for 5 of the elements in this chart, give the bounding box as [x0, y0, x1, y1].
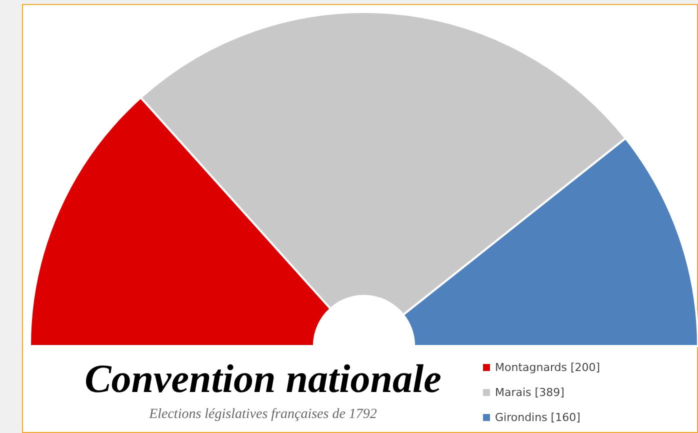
legend-label: Marais [389]	[494, 385, 566, 401]
text: Convention nationale	[84, 355, 442, 402]
text: Elections législatives françaises de 1792	[148, 407, 378, 423]
legend-label: Montagnards [200]	[494, 360, 600, 376]
legend-label: Girondins [160]	[494, 410, 582, 426]
